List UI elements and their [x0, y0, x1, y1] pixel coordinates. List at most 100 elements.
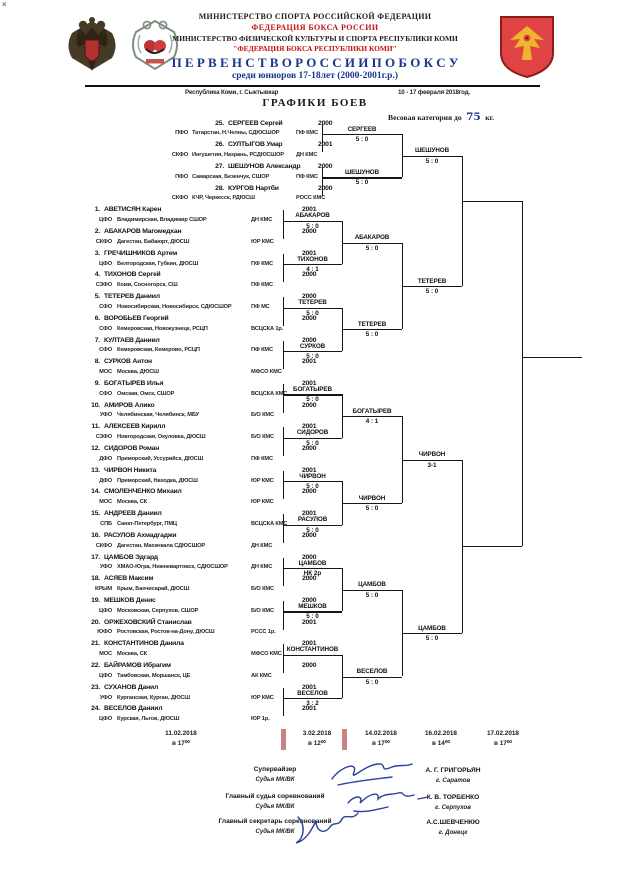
fighter-number: 8. [94, 358, 100, 366]
signature-grigoryan [331, 763, 413, 780]
score-label: 5 : 0 [306, 222, 319, 230]
fighter-name: ШЕШУНОВ Александр [228, 162, 301, 170]
winner-label: РАСУЛОВ [297, 516, 328, 524]
fighter-number: 11. [91, 423, 101, 431]
fighter-year: 2001 [302, 683, 317, 691]
fighter-region: Коми, Сосногорск, СШ [117, 282, 178, 289]
fighter-year: 2000 [302, 662, 317, 669]
district-code: СКФО [171, 152, 188, 158]
bracket-line-h [283, 351, 342, 353]
schedule-date: 17.02.2018 [487, 730, 519, 737]
pair-bracket-line [283, 210, 285, 239]
score-label: 5 : 0 [425, 287, 439, 295]
fighter-name: КУРГОВ Нартби [228, 184, 279, 192]
fighter-number: 23. [91, 683, 100, 691]
score-label: 5 : 0 [306, 396, 319, 404]
district-code: ЦФО [99, 672, 112, 679]
final-line [522, 357, 582, 359]
fighter-qualification: ДН КМС [251, 564, 273, 571]
fighter-name: МЕШКОВ Денис [104, 596, 156, 604]
bracket-line-h [283, 264, 342, 266]
bracket-line-h [402, 459, 462, 461]
fighter-year: 2000 [302, 293, 317, 301]
schedule-date: 16.02.2018 [425, 730, 457, 737]
bracket-line-v [522, 201, 524, 547]
fighter-qualification: ПФ КМС [251, 282, 273, 289]
fighter-number: 4. [94, 271, 100, 279]
official-city: г. Саратов [435, 777, 471, 784]
fighter-name: ГРЕЧИШНИКОВ Артем [104, 249, 178, 257]
score-label: 5 : 0 [425, 157, 439, 165]
fighter-qualification: ПФ КМС [296, 130, 318, 137]
fighter-number: 18. [91, 575, 100, 583]
score-label: 3-1 [427, 461, 437, 469]
fighter-qualification: ВСЦСКА КМС [251, 520, 288, 527]
fighter-qualification: РОСС КМС [296, 195, 326, 202]
fighter-qualification: Б/О КМС [251, 412, 274, 419]
venue-label: Республика Коми, г. Сыктывкар [185, 89, 279, 96]
signature-shevchenko [295, 812, 359, 844]
district-code: ЦФО [99, 607, 112, 614]
fighter-year: 2000 [318, 184, 333, 192]
bracket-line-h [283, 307, 342, 309]
fighter-name: КУЛТАЕВ Даниил [104, 336, 160, 344]
district-code: ЦФО [99, 716, 112, 723]
pair-bracket-line [283, 557, 285, 587]
official-role: Супервайзер [253, 766, 297, 773]
winner-label: БОГАТЫРЕВ [293, 386, 332, 393]
bracket-line-h [342, 242, 402, 244]
district-code: СКФО [95, 238, 112, 245]
score-label: 3 : 2 [306, 700, 319, 708]
score-label: 4 : 1 [306, 266, 319, 274]
pair-bracket-line [322, 166, 324, 196]
score-label: 5 : 0 [355, 179, 369, 187]
fighter-qualification: ПФ КМС [251, 347, 273, 354]
winner-label: АБАКАРОВ [295, 212, 330, 220]
fighter-region: Кемеровская, Кемерово, РСЦП [117, 347, 200, 354]
fighter-region: Новосибирская, Новосибирск, СДЮСШОР [117, 303, 232, 310]
komi-federation-line: "ФЕДЕРАЦИЯ БОКСА РЕСПУБЛИКИ КОМИ" [233, 44, 397, 53]
signatures-overlay [295, 763, 429, 844]
komi-ministry-line: МИНИСТЕРСТВО ФИЗИЧЕСКОЙ КУЛЬТУРЫ И СПОРТ… [172, 34, 458, 43]
fighter-region: Курская, Льгов, ДЮСШ [117, 716, 180, 723]
official-city: г. Донецк [438, 829, 468, 836]
district-code: СЗФО [95, 434, 112, 441]
fighter-qualification: МФСО КМС [251, 651, 282, 658]
fighter-year: 2001 [302, 379, 317, 387]
fighter-number: 9. [94, 379, 100, 387]
fighter-qualification: ВСЦСКА КМС [251, 390, 288, 397]
fighter-name: АНДРЕЕВ Даниил [104, 510, 162, 518]
schedule-date: 11.02.2018 [165, 730, 197, 737]
fighter-name: АВЕТИСЯН Карен [104, 206, 162, 214]
district-code: МОС [99, 499, 112, 506]
bracket-line-h [283, 568, 342, 570]
winner-label: ЦАМБОВ [298, 559, 327, 567]
fighter-name: ВЕСЕЛОВ Даниил [104, 705, 163, 713]
district-code: СПБ [100, 520, 112, 527]
weight-value: 75 [466, 111, 481, 123]
score-label: 5 : 0 [365, 591, 379, 599]
bracket-line-h [283, 654, 342, 656]
fighter-name: ЦАМБОВ Эдгард [104, 553, 158, 561]
score-label: НК 2р [303, 570, 322, 577]
district-code: СЗФО [95, 282, 112, 289]
fighter-region: Дагестан, Бабаюрт, ДЮСШ [117, 238, 190, 245]
district-code: ПФО [175, 173, 188, 180]
fighter-qualification: Б/О КМС [251, 434, 274, 441]
fighter-number: 10. [91, 401, 100, 409]
fighter-year: 2000 [302, 531, 317, 539]
russia-coat-of-arms-icon [68, 17, 116, 71]
fighter-region: Приморский, Находка, ДЮСШ [117, 477, 198, 484]
winner-label: ЧИРВОН [358, 494, 386, 502]
bracket-line-v [462, 155, 464, 286]
district-code: ЦФО [99, 217, 112, 224]
fighter-region: Москва, ДЮСШ [117, 369, 159, 375]
ministry-line: МИНИСТЕРСТВО СПОРТА РОССИЙСКОЙ ФЕДЕРАЦИИ [198, 12, 432, 21]
fighter-number: 2. [94, 228, 100, 235]
fighter-number: 22. [91, 662, 100, 669]
score-label: 5 : 0 [365, 331, 379, 339]
pair-bracket-line [283, 253, 285, 283]
bracket-line-h [283, 524, 342, 526]
winner-label: ВЕСЕЛОВ [356, 668, 388, 676]
bracket-line-v [342, 654, 344, 699]
